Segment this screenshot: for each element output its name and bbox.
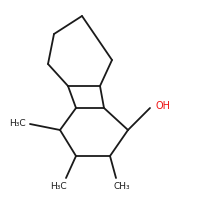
Text: H₃C: H₃C — [50, 182, 66, 191]
Text: H₃C: H₃C — [9, 119, 26, 129]
Text: OH: OH — [156, 101, 171, 111]
Text: CH₃: CH₃ — [114, 182, 130, 191]
